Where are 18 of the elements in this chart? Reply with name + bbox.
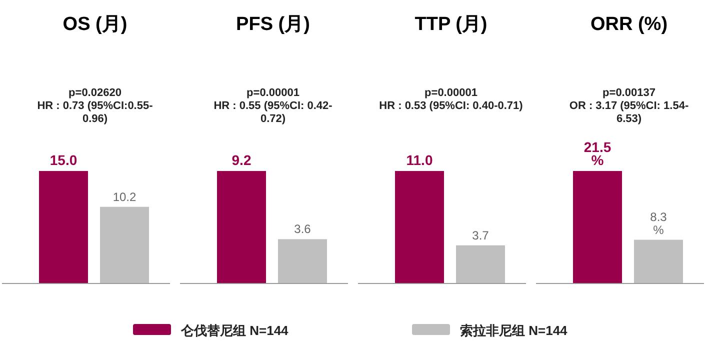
- text: p=0.00137 OR : 3.17 (95%CI: 1.54- 6.53): [569, 87, 689, 125]
- data-label: 15.0: [50, 152, 78, 168]
- chart-title: OS (月): [62, 14, 128, 35]
- chart-title: TTP (月): [414, 14, 488, 35]
- data-label: 3.6: [294, 222, 312, 236]
- data-label: 11.0: [406, 152, 433, 168]
- text: p=0.00001 HR : 0.53 (95%CI: 0.40-0.71): [379, 87, 524, 112]
- text: p=0.02620 HR : 0.73 (95%CI:0.55- 0.96): [37, 87, 154, 125]
- data-label: 21.5 %: [584, 139, 612, 168]
- data-label: 8.3 %: [650, 210, 668, 237]
- chart-title: PFS (月): [236, 14, 310, 35]
- legend-label: 仑伐替尼组 N=144: [180, 323, 290, 338]
- legend-label: 索拉非尼组 N=144: [460, 323, 568, 338]
- chart-title: ORR (%): [590, 14, 668, 35]
- data-label: 3.7: [472, 228, 490, 242]
- text: p=0.00001 HR : 0.55 (95%CI: 0.42- 0.72): [214, 87, 333, 125]
- data-label: 9.2: [232, 152, 252, 168]
- data-label: 10.2: [112, 190, 136, 204]
